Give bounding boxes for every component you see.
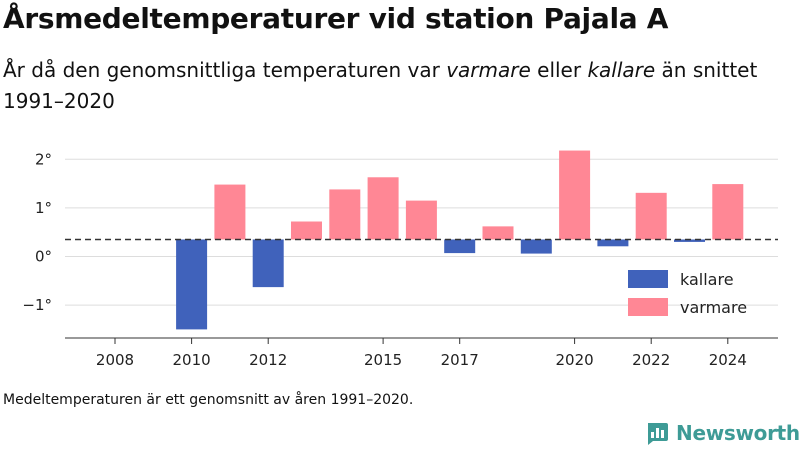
bar-2011 <box>214 184 246 240</box>
legend-swatch-varmare <box>628 298 668 316</box>
bar-2014 <box>329 189 361 240</box>
bar-2013 <box>291 221 322 240</box>
y-tick-label: 1° <box>35 199 52 217</box>
brand-name: Newsworthy <box>676 421 800 445</box>
x-tick-label: 2022 <box>632 351 670 369</box>
bar-2021 <box>597 239 629 247</box>
x-tick-label: 2017 <box>441 351 479 369</box>
subtitle-text-2: eller <box>530 58 588 82</box>
chart-title: Årsmedeltemperaturer vid station Pajala … <box>3 2 669 35</box>
bar-2024 <box>712 184 744 240</box>
legend-label-varmare: varmare <box>680 298 747 317</box>
y-tick-label: 0° <box>35 248 52 266</box>
bar-2022 <box>635 192 667 240</box>
subtitle-text-3: än snittet 1991–2020 <box>3 58 758 113</box>
bar-2023 <box>674 239 705 242</box>
bar-2015 <box>367 177 399 240</box>
y-tick-label: −1° <box>22 296 52 314</box>
chart-subtitle: År då den genomsnittliga temperaturen va… <box>3 55 793 117</box>
newsworthy-logo: Newsworthy <box>645 418 800 448</box>
newsworthy-chart-icon <box>648 423 668 445</box>
x-tick-label: 2020 <box>556 351 594 369</box>
subtitle-varmare: varmare <box>446 58 531 82</box>
footnote: Medeltemperaturen är ett genomsnitt av å… <box>3 392 414 408</box>
bar-2018 <box>482 226 514 240</box>
subtitle-kallare: kallare <box>587 58 656 82</box>
legend-swatch-kallare <box>628 270 668 288</box>
bar-2019 <box>520 239 552 254</box>
bar-2016 <box>405 200 437 240</box>
x-tick-label: 2010 <box>173 351 211 369</box>
x-tick-label: 2012 <box>249 351 287 369</box>
bar-2020 <box>559 150 591 240</box>
x-tick-label: 2024 <box>709 351 747 369</box>
bar-2010 <box>176 239 208 330</box>
x-tick-label: 2008 <box>96 351 134 369</box>
bar-2012 <box>252 239 284 288</box>
legend-label-kallare: kallare <box>680 270 734 289</box>
bar-2017 <box>444 239 476 254</box>
y-tick-label: 2° <box>35 150 52 168</box>
x-tick-label: 2015 <box>364 351 402 369</box>
subtitle-text-1: År då den genomsnittliga temperaturen va… <box>3 58 447 82</box>
temperature-bar-chart: 2° 1° 0° −1° 2008 2010 2012 2015 2017 2020 2022 202… <box>22 150 778 369</box>
